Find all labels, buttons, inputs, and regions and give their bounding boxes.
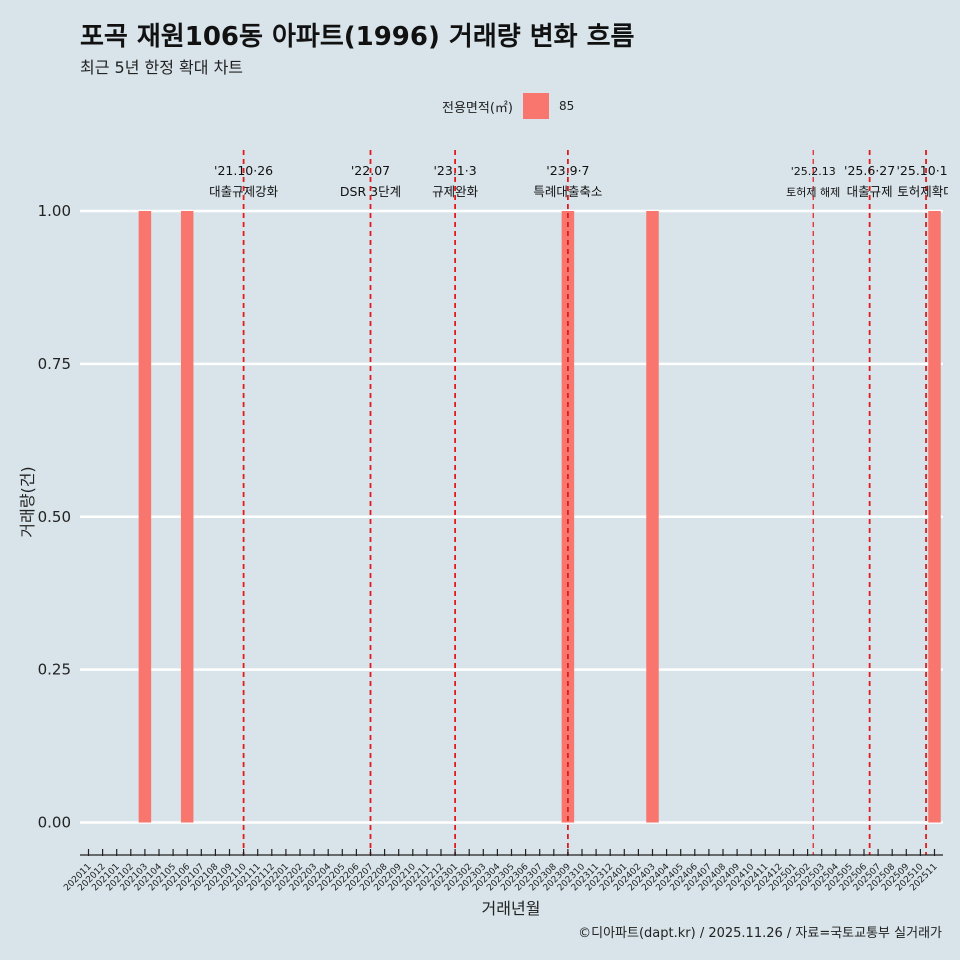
y-tick-label: 1.00 [38,202,71,220]
source-caption: ©디아파트(dapt.kr) / 2025.11.26 / 자료=국토교통부 실… [578,926,942,941]
bars [138,211,941,823]
event-name-label: 특례대출축소 [533,184,602,199]
legend-title: 전용면적(㎡) [442,100,513,116]
legend-swatch [522,93,549,119]
y-tick-label: 0.75 [38,355,71,373]
bar-202103 [138,211,152,823]
y-tick-label: 0.25 [38,661,71,679]
bar-202403 [646,211,659,823]
event-date-label: '25.10·15 [896,163,955,178]
chart-title: 포곡 재원106동 아파트(1996) 거래량 변화 흐름 [80,22,635,52]
chart-subtitle: 최근 5년 한정 확대 차트 [80,58,244,77]
x-axis-title: 거래년월 [482,899,541,918]
event-date-label: '21.10·26 [214,163,273,178]
event-date-label: '25.6·27 [844,163,895,178]
bar-202106 [180,211,194,823]
event-name-label: 토허제 해제 [786,185,840,199]
legend: 전용면적(㎡) 85 [442,93,574,119]
axes: 0.000.250.500.751.0020201120201220210120… [18,202,943,918]
bar-202511 [928,211,941,823]
event-date-label: '25.2.13 [791,165,836,178]
bar-202309 [561,211,575,823]
y-tick-label: 0.50 [38,508,71,526]
event-name-label: 토허제확대 [897,184,955,199]
grid-lines [80,209,943,824]
event-name-label: 대출규제강화 [209,184,279,199]
event-name-label: 대출규제 [847,184,893,199]
event-name-label: DSR 3단계 [340,184,401,199]
legend-label: 85 [558,99,575,113]
event-annotations: '21.10·26 대출규제강화 '22.07 DSR 3단계 '23.1·3 규제완화 '… [209,150,955,855]
event-name-label: 규제완화 [432,184,479,199]
y-tick-label: 0.00 [38,814,71,832]
event-date-label: '23.9·7 [546,163,589,178]
event-date-label: '23.1·3 [433,163,476,178]
y-axis-title: 거래량(건) [18,466,37,537]
event-date-label: '22.07 [351,163,390,178]
